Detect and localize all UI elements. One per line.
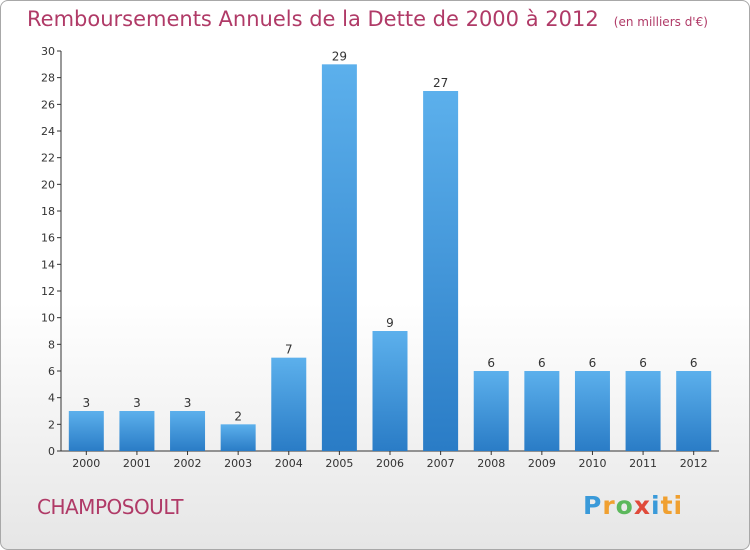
- y-tick-label: 18: [41, 205, 55, 218]
- bar-value-label: 6: [639, 356, 647, 370]
- bar: [524, 371, 560, 451]
- bar: [625, 371, 661, 451]
- x-tick-label: 2009: [528, 457, 556, 470]
- x-tick-label: 2003: [224, 457, 252, 470]
- x-tick-label: 2004: [275, 457, 303, 470]
- bar-value-label: 27: [433, 76, 448, 90]
- y-tick-label: 24: [41, 125, 55, 138]
- bar-value-label: 29: [332, 49, 347, 63]
- chart-subtitle: (en milliers d'€): [613, 15, 708, 29]
- bar: [68, 411, 104, 451]
- bar: [473, 371, 509, 451]
- x-tick-label: 2000: [72, 457, 100, 470]
- y-tick-label: 10: [41, 312, 55, 325]
- bar-value-label: 3: [184, 396, 192, 410]
- bar: [271, 357, 307, 451]
- y-tick-label: 12: [41, 285, 55, 298]
- bar-value-label: 6: [487, 356, 495, 370]
- bar-value-label: 6: [690, 356, 698, 370]
- x-tick-label: 2002: [174, 457, 202, 470]
- chart-title-block: Remboursements Annuels de la Dette de 20…: [27, 7, 708, 31]
- y-tick-label: 28: [41, 72, 55, 85]
- x-tick-label: 2010: [578, 457, 606, 470]
- bar: [220, 424, 256, 451]
- y-tick-label: 4: [48, 392, 55, 405]
- bar: [676, 371, 712, 451]
- bar: [574, 371, 610, 451]
- y-tick-label: 30: [41, 45, 55, 58]
- y-tick-label: 20: [41, 178, 55, 191]
- y-tick-label: 0: [48, 445, 55, 458]
- x-tick-label: 2012: [680, 457, 708, 470]
- x-tick-label: 2008: [477, 457, 505, 470]
- x-tick-label: 2006: [376, 457, 404, 470]
- x-tick-label: 2007: [427, 457, 455, 470]
- bar: [372, 331, 408, 451]
- bar-value-label: 3: [133, 396, 141, 410]
- x-tick-label: 2011: [629, 457, 657, 470]
- y-tick-label: 14: [41, 258, 55, 271]
- bar-value-label: 3: [82, 396, 90, 410]
- y-tick-label: 8: [48, 338, 55, 351]
- bar: [119, 411, 155, 451]
- bar-value-label: 6: [538, 356, 546, 370]
- y-tick-label: 2: [48, 418, 55, 431]
- commune-name: CHAMPOSOULT: [37, 495, 183, 519]
- y-tick-label: 26: [41, 98, 55, 111]
- bar: [423, 91, 459, 451]
- bar-value-label: 9: [386, 316, 394, 330]
- x-tick-label: 2001: [123, 457, 151, 470]
- bar: [321, 64, 357, 452]
- bar-value-label: 6: [589, 356, 597, 370]
- bar: [170, 411, 206, 451]
- bar-value-label: 7: [285, 343, 293, 357]
- bar-value-label: 2: [234, 409, 242, 423]
- y-tick-label: 6: [48, 365, 55, 378]
- y-tick-label: 22: [41, 152, 55, 165]
- x-tick-label: 2005: [325, 457, 353, 470]
- chart-title: Remboursements Annuels de la Dette de 20…: [27, 7, 599, 31]
- proxiti-logo[interactable]: Proxiti: [583, 491, 684, 520]
- y-tick-label: 16: [41, 232, 55, 245]
